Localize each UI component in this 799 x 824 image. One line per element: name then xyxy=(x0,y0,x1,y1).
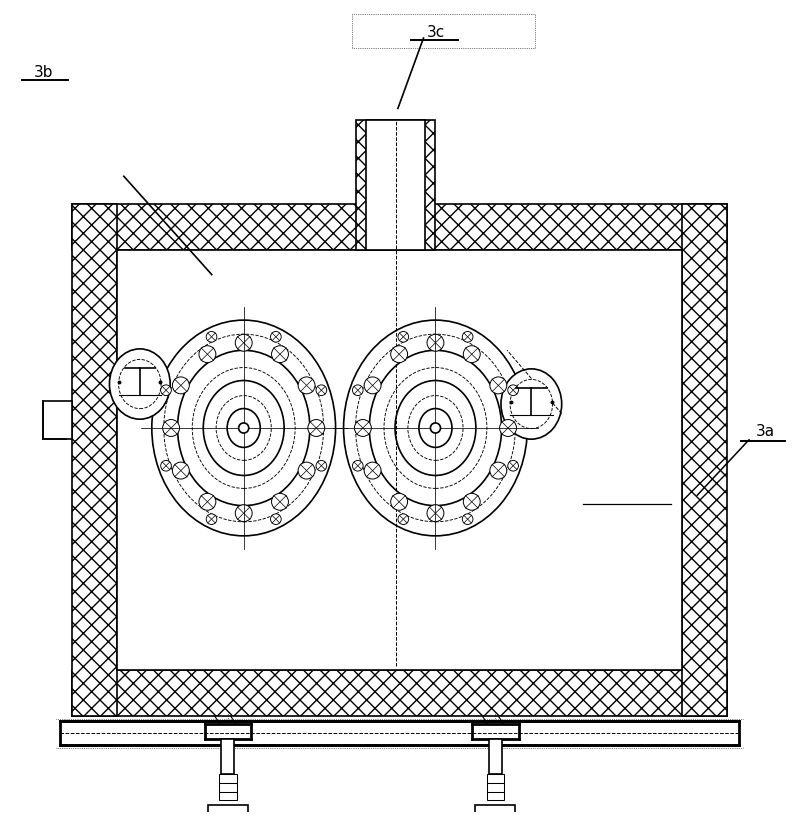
Bar xyxy=(487,783,504,792)
Circle shape xyxy=(316,461,327,471)
Bar xyxy=(72,204,117,715)
Text: 3a: 3a xyxy=(756,424,775,439)
Circle shape xyxy=(427,335,444,351)
Circle shape xyxy=(463,514,473,525)
Circle shape xyxy=(235,335,252,351)
Ellipse shape xyxy=(356,335,515,522)
Circle shape xyxy=(508,461,519,471)
Ellipse shape xyxy=(152,320,336,536)
Circle shape xyxy=(391,346,407,363)
Circle shape xyxy=(508,385,519,396)
Circle shape xyxy=(298,462,315,479)
Circle shape xyxy=(427,505,444,522)
Ellipse shape xyxy=(384,368,487,489)
Ellipse shape xyxy=(419,409,452,447)
Bar xyxy=(60,721,739,745)
Circle shape xyxy=(463,346,480,363)
Circle shape xyxy=(352,385,363,396)
Ellipse shape xyxy=(369,350,502,506)
Circle shape xyxy=(398,514,408,525)
Circle shape xyxy=(161,385,171,396)
Circle shape xyxy=(391,494,407,510)
Bar xyxy=(208,805,248,816)
Circle shape xyxy=(199,346,216,363)
Bar xyxy=(72,670,727,715)
Circle shape xyxy=(271,331,281,342)
Ellipse shape xyxy=(177,350,310,506)
Ellipse shape xyxy=(118,359,161,409)
Bar xyxy=(356,120,435,250)
Bar xyxy=(366,120,425,250)
Ellipse shape xyxy=(408,396,463,461)
Text: 3c: 3c xyxy=(427,25,444,40)
Bar xyxy=(682,204,727,715)
Circle shape xyxy=(235,505,252,522)
Bar xyxy=(219,792,237,800)
Circle shape xyxy=(463,494,480,510)
Circle shape xyxy=(308,419,324,437)
Circle shape xyxy=(355,419,372,437)
Bar xyxy=(489,739,502,774)
Ellipse shape xyxy=(109,349,170,419)
Bar xyxy=(72,204,727,250)
Circle shape xyxy=(206,514,217,525)
Ellipse shape xyxy=(227,409,260,447)
Bar xyxy=(43,401,72,439)
Bar xyxy=(219,774,237,783)
Bar xyxy=(117,250,682,670)
Circle shape xyxy=(173,377,189,394)
Circle shape xyxy=(173,462,189,479)
Circle shape xyxy=(431,423,440,433)
Circle shape xyxy=(490,377,507,394)
Circle shape xyxy=(199,494,216,510)
Circle shape xyxy=(272,494,288,510)
Ellipse shape xyxy=(216,396,271,461)
Bar xyxy=(475,805,515,816)
Circle shape xyxy=(364,377,381,394)
Bar xyxy=(219,783,237,792)
Ellipse shape xyxy=(510,379,553,428)
Ellipse shape xyxy=(164,335,324,522)
Circle shape xyxy=(298,377,315,394)
Bar xyxy=(221,739,234,774)
Bar xyxy=(487,774,504,783)
Circle shape xyxy=(271,514,281,525)
Circle shape xyxy=(272,346,288,363)
Ellipse shape xyxy=(193,368,295,489)
Circle shape xyxy=(398,331,408,342)
Circle shape xyxy=(463,331,473,342)
Circle shape xyxy=(206,331,217,342)
Circle shape xyxy=(352,461,363,471)
Circle shape xyxy=(364,462,381,479)
Circle shape xyxy=(490,462,507,479)
Ellipse shape xyxy=(395,381,476,475)
Bar xyxy=(487,792,504,800)
Circle shape xyxy=(239,423,248,433)
Ellipse shape xyxy=(344,320,527,536)
Circle shape xyxy=(161,461,171,471)
Ellipse shape xyxy=(203,381,284,475)
Circle shape xyxy=(163,419,180,437)
Circle shape xyxy=(499,419,516,437)
Circle shape xyxy=(316,385,327,396)
Ellipse shape xyxy=(501,369,562,439)
Text: 3b: 3b xyxy=(34,65,54,80)
